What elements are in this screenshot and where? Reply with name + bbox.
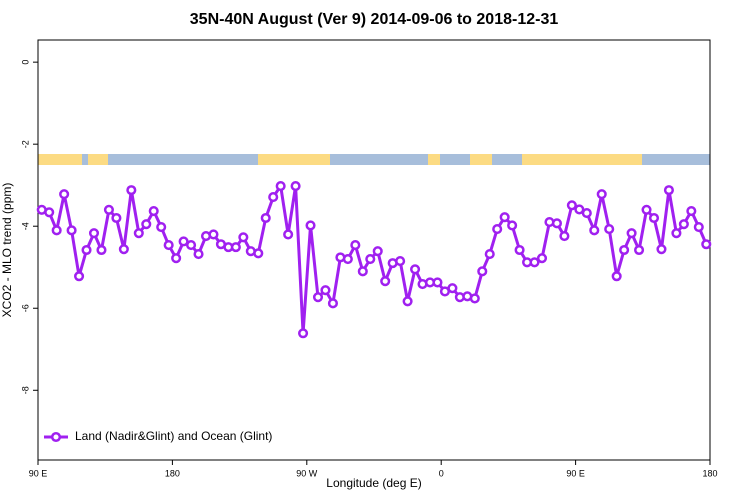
data-point (74, 271, 85, 282)
data-point (290, 180, 301, 192)
data-point (275, 180, 286, 192)
data-point (133, 228, 144, 239)
data-point (238, 232, 249, 243)
data-point (365, 253, 376, 265)
data-point (59, 189, 70, 200)
data-point (395, 256, 406, 267)
x-axis-label: Longitude (deg E) (326, 476, 421, 490)
data-point (298, 328, 309, 339)
data-point (320, 285, 331, 296)
x-tick-label: 0 (439, 468, 444, 478)
data-point (410, 264, 421, 275)
data-point (111, 212, 122, 224)
data-point (566, 200, 577, 211)
plot-frame (37, 39, 711, 461)
data-point (604, 224, 615, 235)
data-point (432, 277, 443, 288)
data-point (126, 185, 137, 196)
data-point (96, 244, 107, 256)
data-point (283, 229, 294, 240)
data-point (178, 236, 189, 247)
data-point (551, 218, 562, 229)
chart-title: 35N-40N August (Ver 9) 2014-09-06 to 201… (190, 11, 559, 28)
data-point (163, 240, 174, 251)
data-point (536, 253, 548, 264)
data-point (619, 244, 630, 256)
legend-label: Land (Nadir&Glint) and Ocean (Glint) (75, 429, 272, 443)
data-point (641, 204, 652, 215)
data-point (51, 225, 62, 236)
data-point (469, 293, 480, 304)
data-point (253, 248, 264, 259)
data-point (156, 221, 167, 233)
x-tick-label: 180 (165, 468, 180, 478)
x-tick-label: 90 E (566, 468, 585, 478)
legend-marker (50, 431, 62, 443)
y-tick-label: -8 (20, 386, 30, 394)
data-point (88, 228, 100, 239)
data-point (581, 208, 592, 219)
data-point (268, 192, 279, 203)
data-point (357, 266, 368, 277)
data-point (312, 292, 324, 303)
data-point (141, 219, 152, 230)
data-point (66, 225, 77, 236)
data-point (193, 249, 204, 260)
y-tick-label: -6 (20, 304, 30, 312)
data-point (305, 220, 316, 231)
y-tick-label: -4 (20, 222, 30, 230)
data-point (648, 212, 660, 224)
data-point (507, 220, 518, 231)
data-point (484, 249, 495, 260)
data-point (492, 224, 503, 235)
data-point (350, 240, 361, 251)
data-point (574, 204, 585, 215)
data-point (477, 266, 488, 277)
data-point (44, 207, 55, 218)
data-point (103, 204, 114, 215)
data-point (327, 298, 338, 309)
data-point (686, 205, 697, 217)
data-point (559, 231, 570, 242)
data-point (693, 221, 704, 233)
land-ocean-band (38, 154, 710, 165)
y-axis-label: XCO2 - MLO trend (ppm) (0, 183, 14, 318)
data-point (626, 228, 637, 239)
data-point (514, 244, 525, 256)
x-tick-label: 90 E (29, 468, 48, 478)
data-point (171, 253, 182, 264)
data-point (342, 253, 353, 265)
data-point (118, 244, 129, 255)
data-point (656, 244, 667, 255)
data-point (208, 229, 219, 240)
data-point (230, 242, 241, 253)
data-point (186, 240, 197, 251)
data-point (589, 225, 600, 236)
data-point (678, 219, 689, 230)
data-point (663, 185, 674, 196)
data-point (529, 257, 540, 268)
data-point (260, 212, 271, 224)
y-tick-label: 0 (20, 60, 30, 65)
data-point (372, 246, 383, 257)
data-point (611, 271, 622, 282)
data-point (671, 228, 682, 239)
data-point (634, 244, 645, 256)
x-tick-label: 90 W (296, 468, 318, 478)
data-point (701, 239, 712, 250)
data-point (148, 205, 159, 217)
data-point (402, 296, 413, 307)
data-point (81, 244, 92, 256)
data-point (499, 212, 510, 223)
x-tick-label: 180 (702, 468, 717, 478)
data-point (380, 276, 391, 287)
data-point (447, 283, 458, 294)
y-tick-label: -2 (20, 140, 30, 148)
data-point (596, 189, 607, 200)
